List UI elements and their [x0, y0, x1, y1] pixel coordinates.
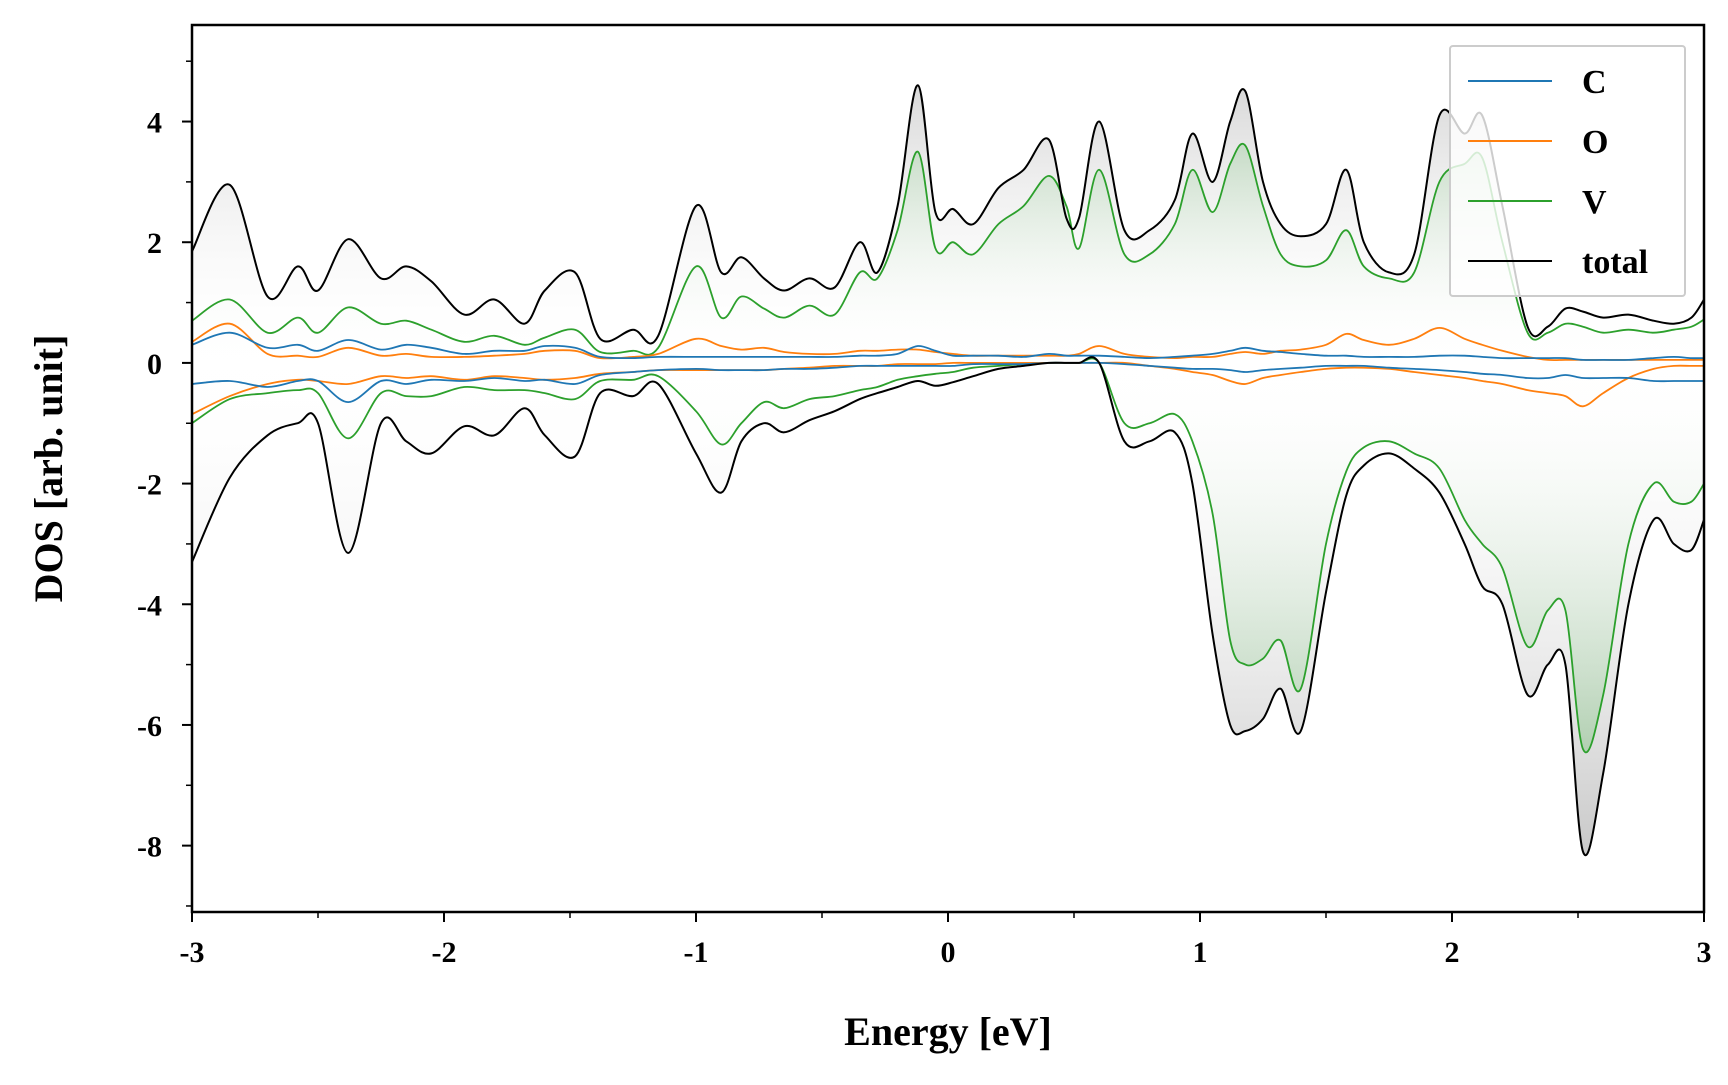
- legend-label-O: O: [1582, 124, 1608, 161]
- x-tick-label: 2: [1445, 936, 1460, 969]
- legend-label-C: C: [1582, 64, 1607, 101]
- y-tick-label: 0: [147, 348, 162, 381]
- x-tick-label: 1: [1193, 936, 1208, 969]
- y-tick-label: -2: [137, 469, 162, 502]
- x-axis-label: Energy [eV]: [844, 1009, 1052, 1054]
- x-axis-ticks: -3 -2 -1 0 1 2 3: [180, 912, 1712, 969]
- line-C-up: [192, 331, 1704, 361]
- legend-box: [1449, 45, 1686, 297]
- y-axis-label: DOS [arb. unit]: [26, 335, 71, 603]
- legend-label-total: total: [1582, 244, 1648, 281]
- x-tick-label: -2: [432, 936, 457, 969]
- y-tick-label: -8: [137, 831, 162, 864]
- x-tick-label: -1: [684, 936, 709, 969]
- y-tick-label: -4: [137, 589, 162, 622]
- fill-C-down: [192, 362, 1704, 403]
- y-tick-label: -6: [137, 710, 162, 743]
- x-tick-label: 0: [941, 936, 956, 969]
- y-tick-label: 4: [147, 107, 162, 140]
- legend-label-V: V: [1582, 184, 1607, 221]
- x-tick-label: 3: [1697, 936, 1712, 969]
- y-tick-label: 2: [147, 227, 162, 260]
- fill-areas: [192, 85, 1704, 856]
- x-tick-label: -3: [180, 936, 205, 969]
- fill-C-up: [192, 332, 1704, 363]
- fill-V-down: [192, 358, 1704, 753]
- line-total-down: [192, 356, 1704, 856]
- y-axis-ticks: 4 2 0 -2 -4 -6 -8: [137, 60, 192, 907]
- fill-V-up: [192, 143, 1704, 363]
- series-lines: [192, 84, 1704, 856]
